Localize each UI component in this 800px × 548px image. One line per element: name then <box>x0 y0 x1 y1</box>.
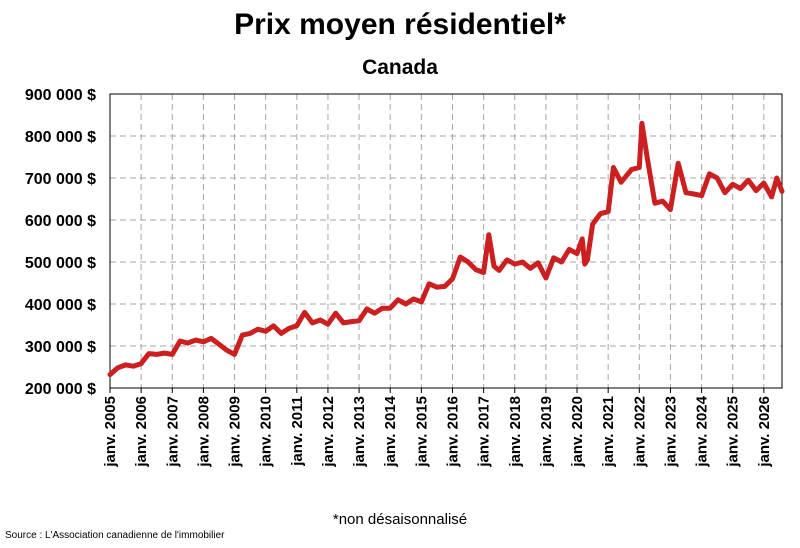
chart-title: Prix moyen résidentiel* <box>234 8 566 41</box>
x-tick-label: janv. 2024 <box>694 395 711 467</box>
x-tick-label: janv. 2014 <box>382 395 399 467</box>
x-tick-label: janv. 2016 <box>444 396 461 468</box>
x-tick-label: janv. 2020 <box>569 396 586 468</box>
x-tick-label: janv. 2008 <box>195 396 212 468</box>
y-tick-label: 900 000 $ <box>25 87 96 104</box>
y-tick-label: 800 000 $ <box>25 129 96 146</box>
y-tick-label: 300 000 $ <box>25 339 96 356</box>
y-tick-label: 700 000 $ <box>25 171 96 188</box>
y-tick-label: 600 000 $ <box>25 213 96 230</box>
x-tick-label: janv. 2009 <box>227 396 244 468</box>
x-tick-label: janv. 2013 <box>351 396 368 468</box>
chart-subtitle: Canada <box>362 56 438 79</box>
footnote: *non désaisonnalisé <box>332 511 468 528</box>
x-tick-label: janv. 2019 <box>538 396 555 468</box>
x-tick-label: janv. 2005 <box>102 396 119 468</box>
x-tick-label: janv. 2017 <box>476 396 493 468</box>
x-tick-label: janv. 2022 <box>631 396 648 468</box>
x-tick-label: janv. 2018 <box>507 396 524 468</box>
x-tick-label: janv. 2012 <box>320 396 337 468</box>
x-tick-label: janv. 2021 <box>600 396 617 468</box>
x-tick-label: janv. 2007 <box>164 396 181 468</box>
y-tick-label: 400 000 $ <box>25 297 96 314</box>
x-tick-label: janv. 2006 <box>133 396 150 468</box>
x-tick-label: janv. 2023 <box>662 396 679 468</box>
x-tick-label: janv. 2015 <box>413 396 430 468</box>
x-tick-label: janv. 2010 <box>258 396 275 468</box>
x-tick-label: janv. 2011 <box>289 396 306 467</box>
y-tick-label: 500 000 $ <box>25 255 96 272</box>
source-note: Source : L'Association canadienne de l'i… <box>5 530 225 541</box>
y-tick-label: 200 000 $ <box>25 381 96 398</box>
series-line <box>107 120 785 378</box>
plot-area-border <box>109 93 783 389</box>
x-tick-label: janv. 2026 <box>756 396 773 468</box>
x-tick-label: janv. 2025 <box>725 396 742 468</box>
